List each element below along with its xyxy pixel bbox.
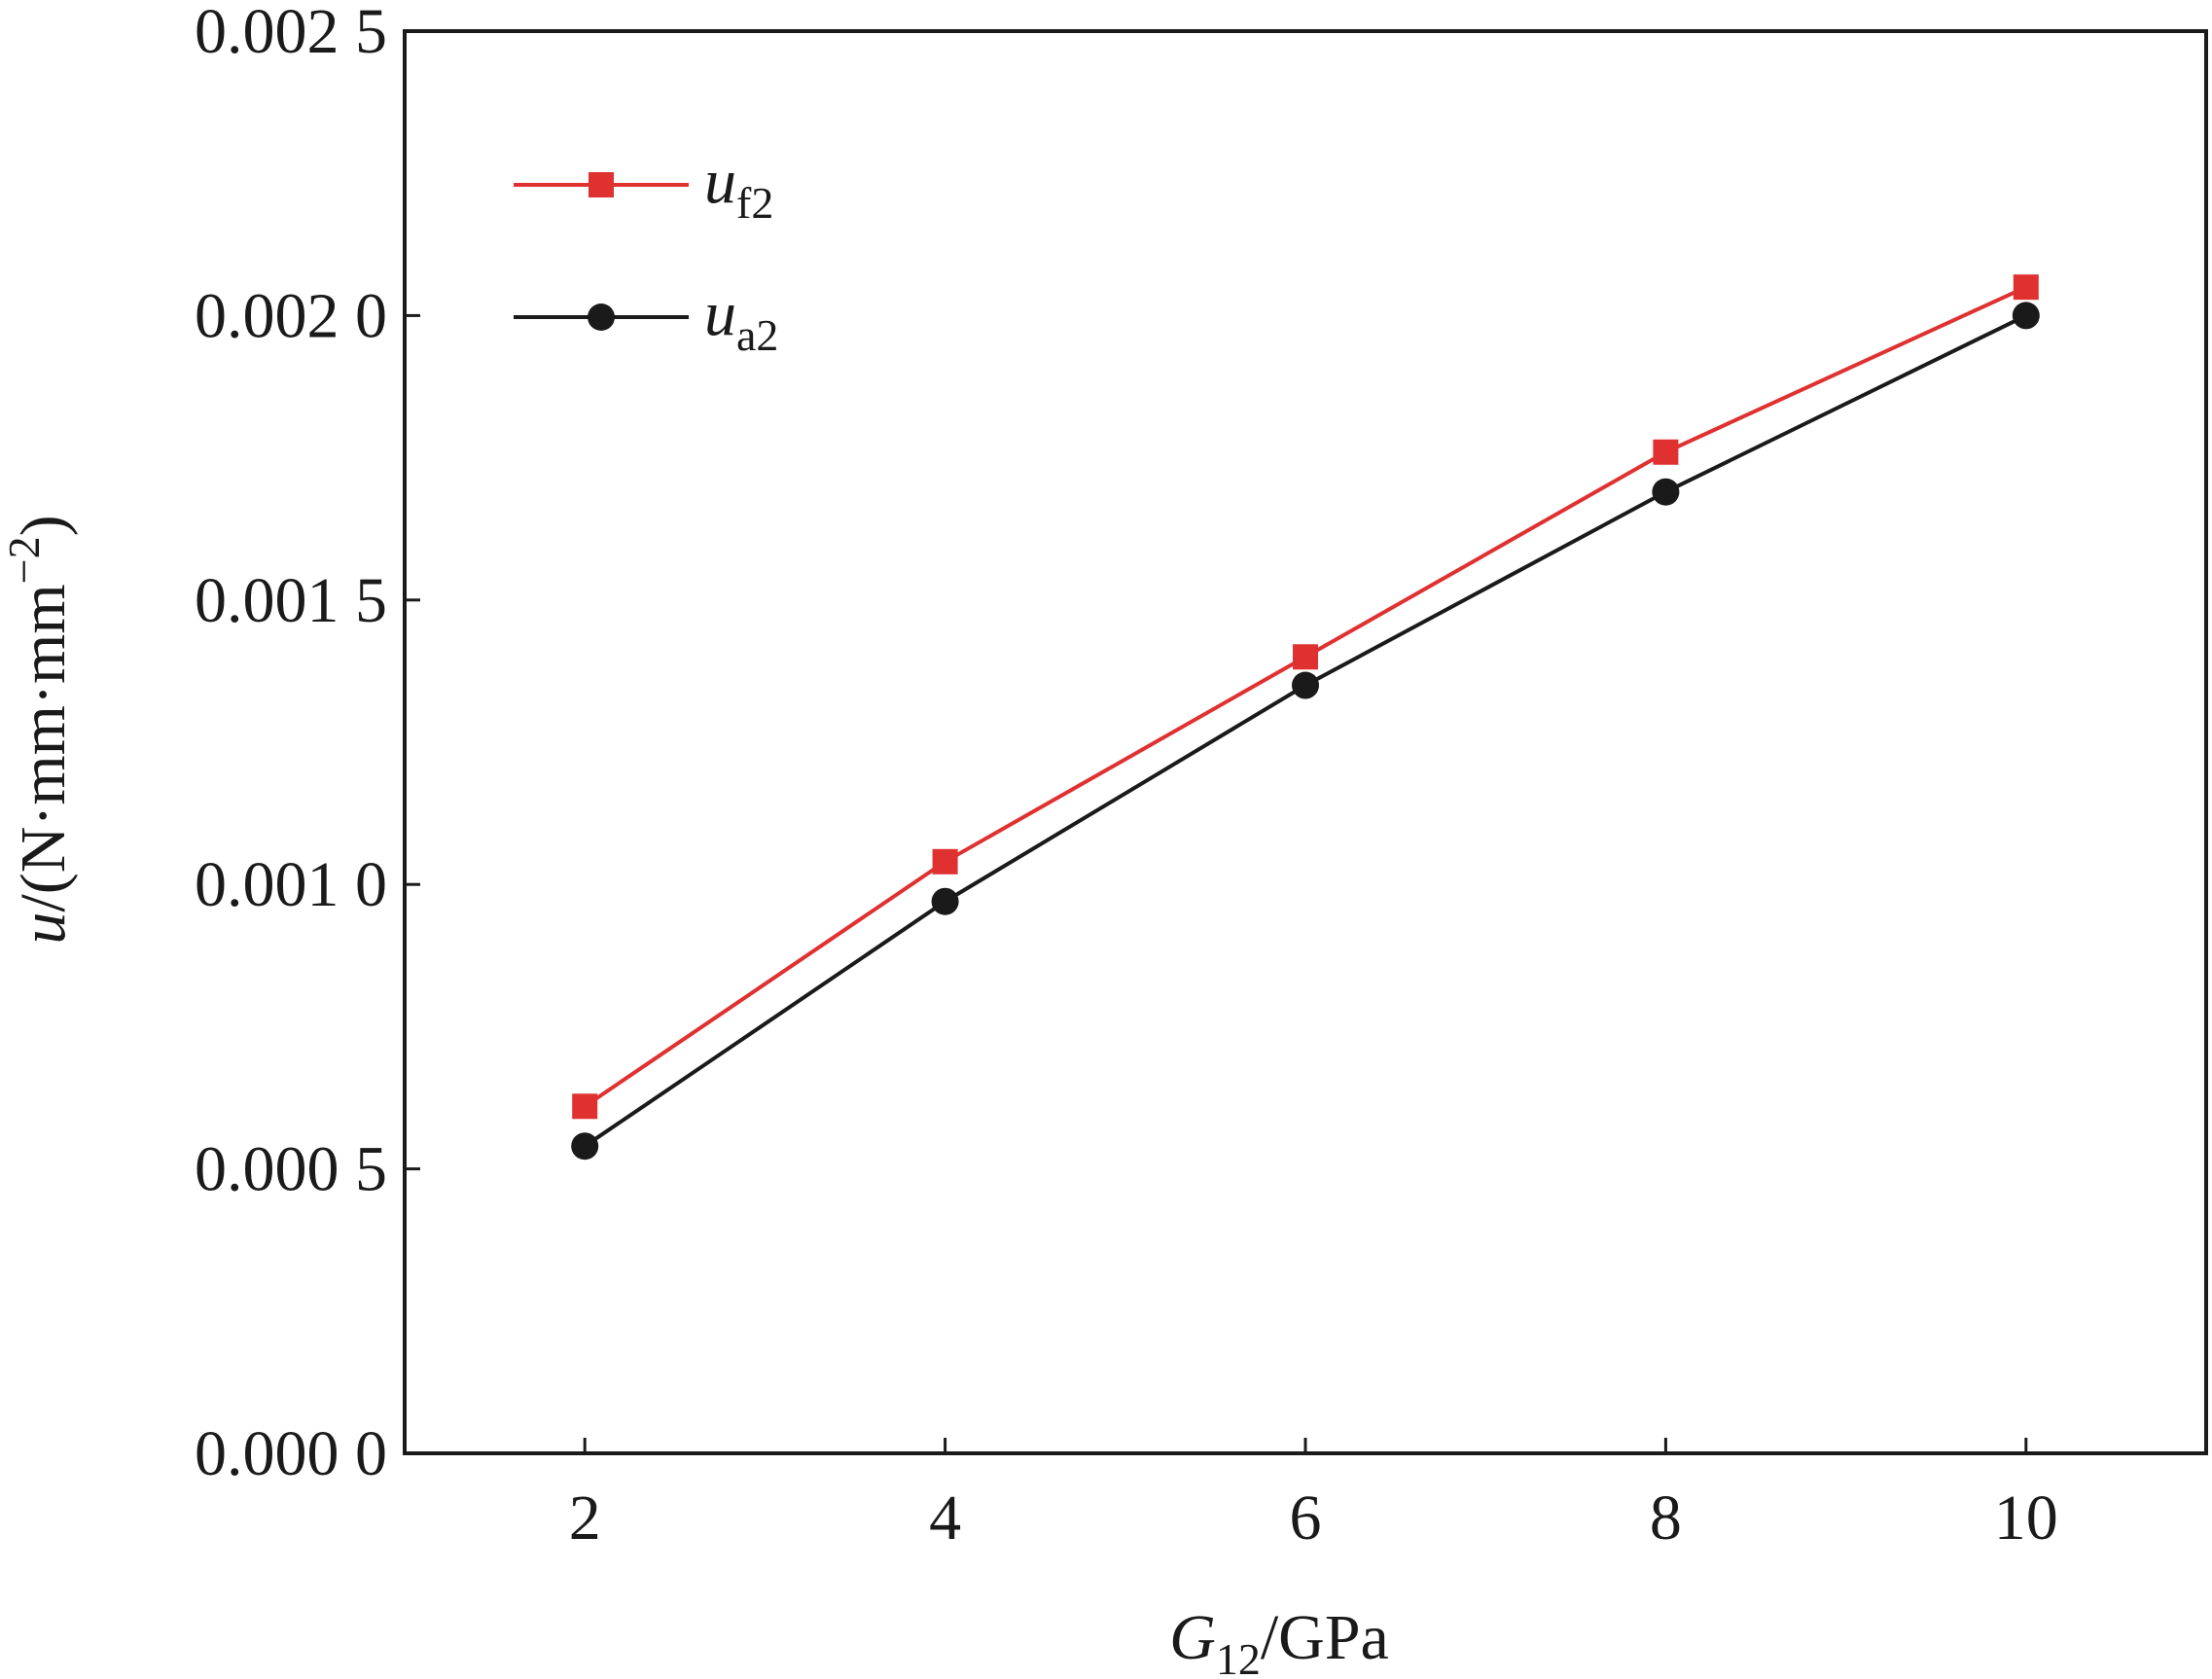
plot-frame [403, 29, 2208, 1455]
y-tick-label: 0.000 5 [195, 1134, 387, 1205]
y-axis-close: ) [8, 515, 79, 536]
y-tick-label: 0.001 0 [195, 849, 387, 920]
x-axis: 2 4 6 8 10 [569, 1438, 2058, 1554]
data-point-f2 [1653, 439, 1679, 465]
x-axis-title: G12/GPa [1169, 1602, 1389, 1679]
y-axis-unit: /(N·mm·mm [8, 584, 79, 911]
x-axis-subscript: 12 [1216, 1634, 1261, 1679]
legend-marker-f2 [589, 172, 614, 197]
y-tick-label: 0.001 5 [195, 565, 387, 636]
x-tick-label: 8 [1650, 1483, 1682, 1554]
series-a2 [571, 302, 2040, 1161]
series-group [571, 274, 2040, 1161]
x-tick-label: 2 [569, 1483, 601, 1554]
series-line-a2 [584, 313, 2027, 1148]
y-axis-var: u [8, 912, 79, 945]
data-point-f2 [932, 848, 958, 875]
data-point-f2 [2013, 274, 2039, 301]
y-axis-title: u/(N·mm·mm−2) [0, 515, 79, 944]
data-point-a2 [1652, 478, 1680, 506]
y-tick-label: 0.002 5 [195, 0, 387, 67]
x-axis-var: G [1169, 1602, 1216, 1673]
x-tick-label: 10 [1994, 1483, 2058, 1554]
data-point-a2 [1292, 671, 1319, 699]
y-axis: 0.000 0 0.000 5 0.001 0 0.001 5 0.002 0 0.002… [195, 0, 420, 1489]
x-tick-label: 4 [929, 1483, 961, 1554]
y-tick-label: 0.002 0 [195, 280, 387, 351]
series-f2 [572, 274, 2039, 1120]
data-point-f2 [1293, 644, 1318, 670]
data-point-a2 [2012, 302, 2040, 330]
y-axis-superscript: −2 [0, 536, 49, 584]
y-tick-label: 0.000 0 [195, 1418, 387, 1489]
data-point-a2 [931, 887, 959, 915]
data-point-a2 [571, 1132, 599, 1161]
legend-label-a2: ua2 [704, 278, 778, 360]
x-axis-unit: /GPa [1261, 1602, 1389, 1673]
legend: uf2 ua2 [514, 146, 778, 360]
data-point-f2 [572, 1093, 598, 1120]
legend-marker-a2 [588, 304, 615, 331]
x-tick-label: 6 [1290, 1483, 1322, 1554]
legend-label-f2: uf2 [704, 146, 773, 228]
